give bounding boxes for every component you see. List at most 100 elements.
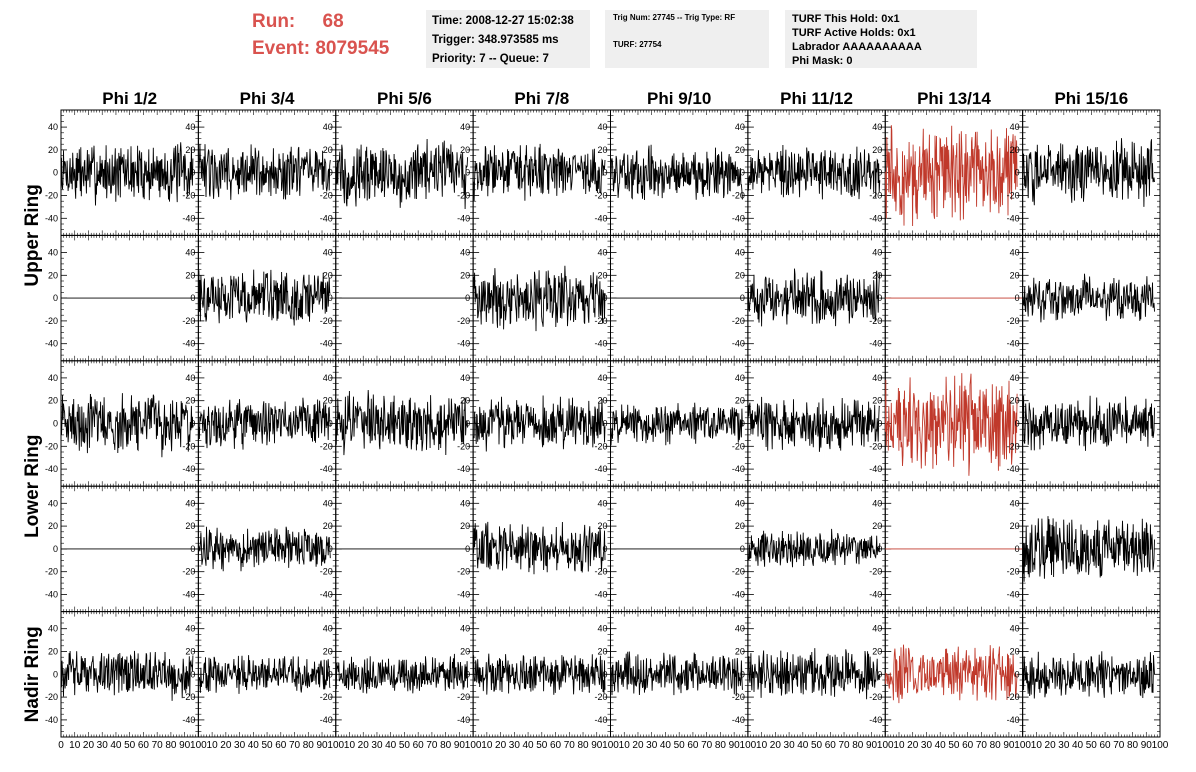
y-tick-label: -40 bbox=[320, 339, 333, 349]
y-tick-label: 40 bbox=[185, 498, 195, 508]
waveform-trace bbox=[747, 268, 881, 327]
y-tick-label: 0 bbox=[877, 293, 882, 303]
y-tick-label: 0 bbox=[602, 293, 607, 303]
ring-label: Upper Ring bbox=[22, 184, 43, 286]
turf-text: TURF: 27754 bbox=[613, 40, 662, 49]
y-tick-label: 20 bbox=[460, 145, 470, 155]
y-tick-label: -40 bbox=[732, 464, 745, 474]
y-tick-label: 20 bbox=[185, 396, 195, 406]
waveform-trace bbox=[197, 526, 331, 572]
y-tick-label: 40 bbox=[597, 122, 607, 132]
y-tick-label: -40 bbox=[594, 213, 607, 223]
y-tick-label: -40 bbox=[182, 715, 195, 725]
y-tick-label: 0 bbox=[602, 419, 607, 429]
y-tick-label: -40 bbox=[45, 464, 58, 474]
phi-column-label: Phi 9/10 bbox=[647, 89, 711, 108]
y-tick-label: -40 bbox=[45, 715, 58, 725]
time-text: Time: 2008-12-27 15:02:38 bbox=[432, 15, 574, 27]
y-tick-label: -20 bbox=[594, 316, 607, 326]
y-tick-label: -20 bbox=[1007, 441, 1020, 451]
y-tick-label: 0 bbox=[465, 168, 470, 178]
y-tick-label: -40 bbox=[1007, 590, 1020, 600]
y-tick-label: -20 bbox=[1007, 567, 1020, 577]
y-tick-label: -20 bbox=[182, 692, 195, 702]
y-tick-label: 20 bbox=[323, 270, 333, 280]
y-tick-label: -20 bbox=[45, 441, 58, 451]
y-tick-label: 0 bbox=[602, 168, 607, 178]
y-tick-label: -20 bbox=[732, 316, 745, 326]
y-tick-label: -20 bbox=[457, 441, 470, 451]
y-tick-label: 0 bbox=[877, 168, 882, 178]
y-tick-label: -20 bbox=[732, 441, 745, 451]
waveform-trace bbox=[60, 393, 194, 458]
y-tick-label: 0 bbox=[740, 168, 745, 178]
y-tick-label: 0 bbox=[877, 419, 882, 429]
y-tick-label: 20 bbox=[872, 270, 882, 280]
y-tick-label: 20 bbox=[872, 521, 882, 531]
y-tick-label: -20 bbox=[182, 567, 195, 577]
y-tick-label: 40 bbox=[872, 373, 882, 383]
y-tick-label: -40 bbox=[182, 590, 195, 600]
y-tick-label: 0 bbox=[53, 293, 58, 303]
y-tick-label: -20 bbox=[869, 316, 882, 326]
phi-column-label: Phi 15/16 bbox=[1054, 89, 1128, 108]
ring-label: Lower Ring bbox=[22, 434, 43, 537]
event-label: Event: bbox=[252, 38, 311, 59]
y-tick-label: 20 bbox=[735, 270, 745, 280]
y-tick-label: 40 bbox=[323, 248, 333, 258]
y-tick-label: 20 bbox=[872, 145, 882, 155]
y-tick-label: 40 bbox=[323, 122, 333, 132]
y-tick-label: 20 bbox=[48, 647, 58, 657]
y-tick-label: -40 bbox=[1007, 339, 1020, 349]
y-tick-label: -20 bbox=[320, 567, 333, 577]
phi-mask-text: Phi Mask: 0 bbox=[792, 55, 853, 67]
waveform-trace bbox=[1022, 395, 1155, 451]
panel-frame bbox=[472, 360, 611, 487]
waveform-trace bbox=[472, 143, 606, 202]
y-tick-label: -20 bbox=[45, 191, 58, 201]
trig-info-box: Trig Num: 27745 -- Trig Type: RF TURF: 2… bbox=[605, 10, 769, 68]
phi-column-label: Phi 3/4 bbox=[240, 89, 295, 108]
y-tick-label: 40 bbox=[735, 498, 745, 508]
y-tick-label: -20 bbox=[732, 567, 745, 577]
y-tick-label: 40 bbox=[460, 248, 470, 258]
waveform-trace bbox=[610, 402, 743, 446]
y-tick-label: -40 bbox=[457, 213, 470, 223]
y-tick-label: -40 bbox=[182, 339, 195, 349]
waveform-trace bbox=[1022, 516, 1155, 582]
y-tick-label: -20 bbox=[1007, 316, 1020, 326]
y-tick-label: 20 bbox=[597, 270, 607, 280]
y-tick-label: 40 bbox=[1010, 248, 1020, 258]
y-tick-label: -20 bbox=[320, 441, 333, 451]
y-tick-label: 0 bbox=[328, 293, 333, 303]
y-tick-label: -40 bbox=[732, 590, 745, 600]
labrador-text: Labrador AAAAAAAAAA bbox=[792, 41, 922, 53]
y-tick-label: 0 bbox=[1015, 419, 1020, 429]
waveform-trace bbox=[1022, 138, 1155, 207]
waveform-trace bbox=[884, 373, 1018, 476]
y-tick-label: -40 bbox=[45, 590, 58, 600]
y-tick-label: -20 bbox=[457, 316, 470, 326]
y-tick-label: 40 bbox=[185, 624, 195, 634]
y-tick-label: 20 bbox=[460, 270, 470, 280]
y-tick-label: 40 bbox=[735, 122, 745, 132]
y-tick-label: 40 bbox=[1010, 373, 1020, 383]
y-tick-label: 0 bbox=[53, 544, 58, 554]
y-tick-label: 40 bbox=[48, 373, 58, 383]
trigger-text: Trigger: 348.973585 ms bbox=[432, 34, 559, 46]
y-tick-label: 20 bbox=[872, 396, 882, 406]
y-tick-label: 0 bbox=[190, 293, 195, 303]
y-tick-label: -20 bbox=[869, 191, 882, 201]
priority-text: Priority: 7 -- Queue: 7 bbox=[432, 53, 549, 65]
waveform-trace bbox=[747, 396, 881, 452]
y-tick-label: -20 bbox=[182, 191, 195, 201]
waveform-trace bbox=[60, 142, 194, 206]
y-tick-label: 0 bbox=[740, 544, 745, 554]
y-tick-label: 40 bbox=[597, 498, 607, 508]
turf-info-box: TURF This Hold: 0x1 TURF Active Holds: 0… bbox=[785, 10, 977, 68]
y-tick-label: 0 bbox=[53, 168, 58, 178]
y-tick-label: -40 bbox=[1007, 464, 1020, 474]
y-tick-label: -40 bbox=[320, 464, 333, 474]
y-tick-label: -20 bbox=[320, 316, 333, 326]
y-tick-label: 40 bbox=[185, 122, 195, 132]
